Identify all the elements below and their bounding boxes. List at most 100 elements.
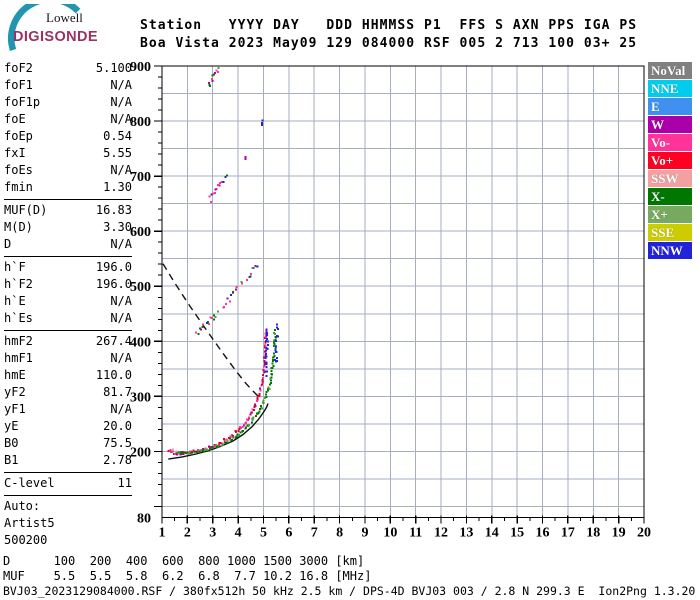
svg-text:16: 16	[536, 526, 550, 541]
d-row: D 100 200 400 600 800 1000 1500 3000 [km…	[3, 554, 365, 568]
svg-text:18: 18	[586, 526, 600, 541]
parameter-panel: foF2 5.100 foF1 N/A foF1p N/A foE N/A foEp 0.54 fx…	[4, 60, 132, 549]
param-separator	[4, 472, 132, 473]
param-value: N/A	[110, 294, 132, 308]
param-row-fmin: fmin 1.30	[4, 179, 132, 196]
param-separator	[4, 495, 132, 496]
svg-text:9: 9	[361, 526, 368, 541]
param-value: 1.30	[103, 180, 132, 194]
svg-text:17: 17	[561, 526, 575, 541]
param-value: 2.78	[103, 453, 132, 467]
param-row-fxi: fxI 5.55	[4, 145, 132, 162]
param-value: 16.83	[95, 203, 132, 217]
logo-graphic: Lowell DIGISONDE	[8, 0, 98, 51]
svg-text:2: 2	[184, 526, 191, 541]
param-label: fmin	[4, 180, 33, 194]
series-multiple-echo-680km	[208, 174, 229, 203]
series-muf-transmission-curve	[162, 263, 259, 397]
legend-item-x: X+	[648, 206, 692, 223]
param-value: 81.7	[103, 385, 132, 399]
legend-item-x: X-	[648, 188, 692, 205]
velocity-legend: NoVal NNE E W Vo- Vo+ SSW X- X+ SSE NNW	[648, 62, 694, 260]
svg-text:13: 13	[459, 526, 473, 541]
svg-text:3: 3	[209, 526, 216, 541]
param-label: h`F	[4, 260, 26, 274]
param-label: M(D)	[4, 220, 33, 234]
legend-item-e: E	[648, 98, 692, 115]
svg-text:1: 1	[159, 526, 166, 541]
legend-item-ssw: SSW	[648, 170, 692, 187]
param-label: foEs	[4, 163, 33, 177]
param-row-h-f: h`F 196.0	[4, 259, 132, 276]
param-label: hmF1	[4, 351, 33, 365]
param-row-fof2: foF2 5.100	[4, 60, 132, 77]
param-value: N/A	[110, 351, 132, 365]
svg-text:600: 600	[130, 225, 151, 240]
param-value: 5.100	[95, 61, 132, 75]
param-row-yf1: yF1 N/A	[4, 401, 132, 418]
param-value: 267.4	[95, 334, 132, 348]
param-label: yF2	[4, 385, 26, 399]
param-value: N/A	[110, 402, 132, 416]
param-label: h`Es	[4, 311, 33, 325]
svg-text:5: 5	[260, 526, 267, 541]
param-value: N/A	[110, 311, 132, 325]
svg-text:14: 14	[485, 526, 499, 541]
param-value: 110.0	[95, 368, 132, 382]
param-value: N/A	[110, 78, 132, 92]
series-stray-echo-w	[244, 156, 247, 161]
digisonde-logo: Lowell DIGISONDE	[6, 0, 118, 54]
header-line-1: Station YYYY DAY DDD HHMMSS P1 FFS S AXN…	[140, 18, 638, 33]
legend-item-sse: SSE	[648, 224, 692, 241]
svg-text:7: 7	[311, 526, 318, 541]
param-value: 75.5	[103, 436, 132, 450]
param-label: h`F2	[4, 277, 33, 291]
logo-digisonde: DIGISONDE	[13, 29, 98, 45]
param-row-auto-: Auto:	[4, 498, 132, 515]
param-row-yf2: yF2 81.7	[4, 384, 132, 401]
param-row-m-d-: M(D) 3.30	[4, 219, 132, 236]
series-profile-line	[168, 403, 269, 460]
legend-item-vo: Vo+	[648, 152, 692, 169]
param-row-ye: yE 20.0	[4, 418, 132, 435]
param-row-h-f2: h`F2 196.0	[4, 276, 132, 293]
param-label: hmF2	[4, 334, 33, 348]
param-row-h-es: h`Es N/A	[4, 310, 132, 327]
param-row-hme: hmE 110.0	[4, 367, 132, 384]
series-stray-echo-nnw	[261, 119, 264, 127]
muf-row: MUF 5.5 5.5 5.8 6.2 6.8 7.7 10.2 16.8 [M…	[3, 569, 372, 583]
series-multiple-echo-880km	[208, 67, 220, 88]
param-row-hmf2: hmF2 267.4	[4, 333, 132, 350]
param-label: foE	[4, 112, 26, 126]
series-f-trace-x-mode	[175, 329, 277, 455]
svg-text:80: 80	[137, 512, 151, 527]
param-value: N/A	[110, 163, 132, 177]
param-separator	[4, 199, 132, 200]
param-value: 196.0	[95, 277, 132, 291]
param-value: 20.0	[103, 419, 132, 433]
param-label: hmE	[4, 368, 26, 382]
svg-text:11: 11	[409, 526, 422, 541]
param-row-b1: B1 2.78	[4, 452, 132, 469]
param-label: foF1p	[4, 95, 41, 109]
param-row-h-e: h`E N/A	[4, 293, 132, 310]
svg-text:15: 15	[510, 526, 524, 541]
header-line-2: Boa Vista 2023 May09 129 084000 RSF 005 …	[140, 36, 638, 51]
logo-lowell: Lowell	[46, 10, 83, 25]
ionogram-svg: 1 2 3 4 5 6 7 8 9 10 11 12 13 14 15 16 17 18 19 20900800700…	[130, 60, 651, 541]
param-separator	[4, 330, 132, 331]
param-label: 500200	[4, 533, 48, 547]
param-value: 5.55	[103, 146, 132, 160]
param-value: N/A	[110, 237, 132, 251]
param-label: h`E	[4, 294, 26, 308]
param-label: Artist5	[4, 516, 55, 530]
svg-text:300: 300	[130, 390, 151, 405]
svg-text:400: 400	[130, 335, 151, 350]
svg-text:19: 19	[612, 526, 626, 541]
svg-text:8: 8	[336, 526, 343, 541]
legend-item-nne: NNE	[648, 80, 692, 97]
param-row-500200: 500200	[4, 532, 132, 549]
param-label: foF2	[4, 61, 33, 75]
param-row-fof1p: foF1p N/A	[4, 94, 132, 111]
svg-text:20: 20	[637, 526, 651, 541]
